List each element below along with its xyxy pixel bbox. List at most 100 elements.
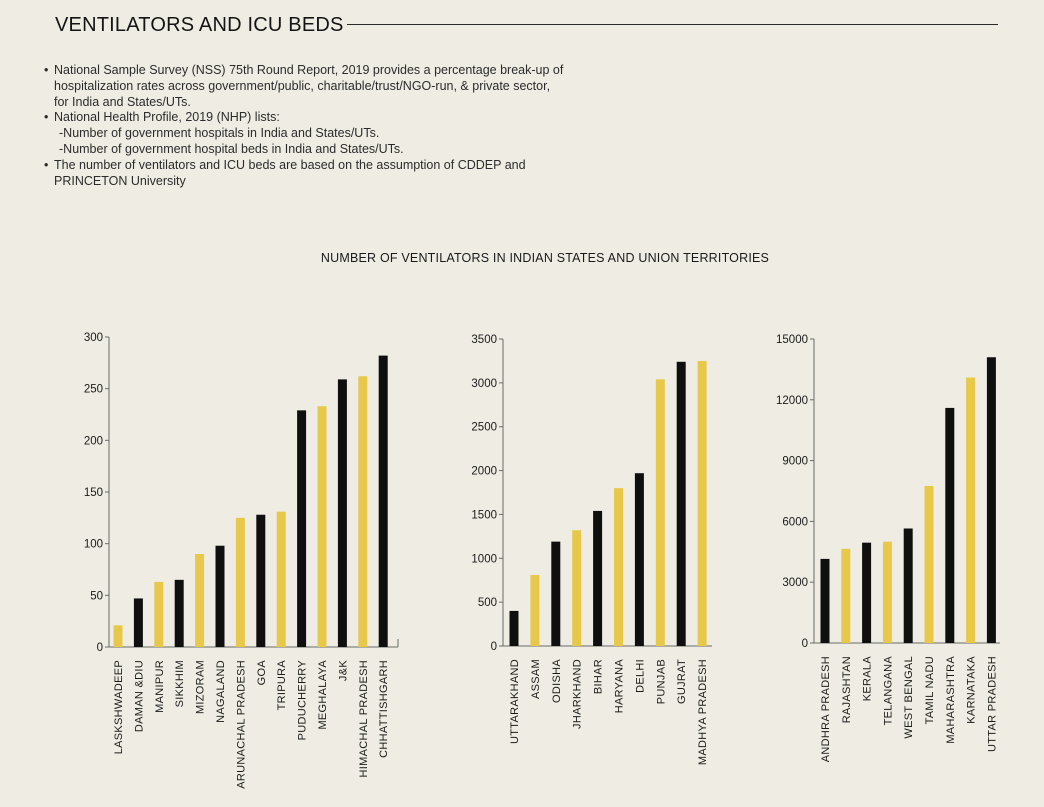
category-label: TAMIL NADU xyxy=(924,656,936,724)
y-tick-label: 3000 xyxy=(782,577,808,589)
bar xyxy=(276,511,286,647)
category-label: PUNJAB xyxy=(655,659,667,704)
bar xyxy=(966,377,976,643)
note-text: National Health Profile, 2019 (NHP) list… xyxy=(54,110,280,125)
category-label: LASKSHWADEEP xyxy=(113,660,125,754)
category-label: KARNATAKA xyxy=(966,656,978,724)
bar xyxy=(154,581,164,647)
category-label: TELANGANA xyxy=(882,656,894,726)
bar xyxy=(317,406,327,647)
y-tick-label: 0 xyxy=(97,642,103,654)
category-label: J&K xyxy=(337,660,349,681)
category-label: ANDHRA PRADESH xyxy=(820,656,832,762)
bar xyxy=(235,517,245,647)
bar xyxy=(841,548,851,643)
category-label: MAHARASHTRA xyxy=(945,656,957,744)
bar xyxy=(113,625,123,647)
note-bullet: • xyxy=(44,63,49,77)
y-tick-label: 3000 xyxy=(471,378,497,390)
note-item: • National Sample Survey (NSS) 75th Round… xyxy=(44,63,564,110)
bar xyxy=(195,554,205,647)
category-label: HIMACHAL PRADESH xyxy=(358,660,370,777)
y-tick-label: 150 xyxy=(84,487,103,499)
bar xyxy=(337,379,347,647)
bar xyxy=(551,541,561,646)
note-item: -Number of government hospitals in India… xyxy=(44,126,564,142)
bar xyxy=(378,355,388,647)
bar xyxy=(903,528,913,643)
y-tick-label: 300 xyxy=(84,332,103,344)
y-tick-label: 0 xyxy=(491,641,497,653)
category-label: NAGALAND xyxy=(215,660,227,723)
category-label: MEGHALAYA xyxy=(317,660,329,730)
note-bullet: • xyxy=(44,110,49,125)
y-tick-label: 0 xyxy=(802,638,808,650)
category-label: MIZORAM xyxy=(195,660,207,714)
bar xyxy=(572,530,582,646)
y-tick-label: 200 xyxy=(84,435,103,447)
category-label: WEST BENGAL xyxy=(903,656,915,739)
bar xyxy=(256,514,266,647)
category-label: ODISHA xyxy=(551,659,563,703)
note-item: -Number of government hospital beds in I… xyxy=(44,142,564,158)
bar xyxy=(614,488,623,646)
bar xyxy=(174,579,184,647)
y-tick-label: 2500 xyxy=(471,422,497,434)
category-label: KERALA xyxy=(862,656,874,702)
category-label: DAMAN &DIU xyxy=(133,660,145,732)
bar xyxy=(655,379,665,646)
bar xyxy=(634,473,644,646)
y-tick-label: 500 xyxy=(478,597,497,609)
y-tick-label: 1500 xyxy=(471,509,497,521)
note-item: • The number of ventilators and ICU beds … xyxy=(44,158,564,190)
category-label: CHHATTISHGARH xyxy=(378,660,390,758)
y-tick-label: 3500 xyxy=(471,334,497,346)
bar xyxy=(820,558,830,643)
y-tick-label: 15000 xyxy=(776,334,808,346)
notes-list: • National Sample Survey (NSS) 75th Round… xyxy=(44,63,564,189)
page-title: VENTILATORS AND ICU BEDS xyxy=(55,14,344,36)
y-tick-label: 50 xyxy=(90,590,103,602)
bar xyxy=(862,542,872,643)
note-text: -Number of government hospitals in India… xyxy=(59,126,380,141)
y-tick-label: 9000 xyxy=(782,456,808,468)
category-label: ASSAM xyxy=(530,659,542,699)
category-label: UTTARAKHAND xyxy=(509,659,521,744)
bar xyxy=(509,610,519,646)
y-tick-label: 2000 xyxy=(471,466,497,478)
category-label: PUDUCHERRY xyxy=(297,660,309,741)
category-label: GOA xyxy=(256,660,268,686)
bar xyxy=(945,407,955,643)
bar xyxy=(530,574,540,646)
category-label: ARUNACHAL PRADESH xyxy=(235,660,247,789)
y-tick-label: 1000 xyxy=(471,553,497,565)
bar xyxy=(986,357,996,643)
category-label: BIHAR xyxy=(593,659,605,694)
bar xyxy=(676,361,686,646)
bar xyxy=(133,598,143,647)
category-label: MADHYA PRADESH xyxy=(697,659,709,765)
bar xyxy=(924,485,934,643)
note-text: National Sample Survey (NSS) 75th Round … xyxy=(54,63,564,109)
note-text: -Number of government hospital beds in I… xyxy=(59,141,404,156)
category-label: HARYANA xyxy=(614,659,626,714)
note-item: • National Health Profile, 2019 (NHP) lis… xyxy=(44,110,564,126)
chart-heading: NUMBER OF VENTILATORS IN INDIAN STATES A… xyxy=(320,251,770,265)
y-tick-label: 6000 xyxy=(782,516,808,528)
category-label: UTTAR PRADESH xyxy=(986,656,998,752)
category-label: TRIPURA xyxy=(276,660,288,711)
y-tick-label: 12000 xyxy=(776,395,808,407)
bar xyxy=(697,360,707,646)
bar xyxy=(215,545,225,647)
title-rule xyxy=(347,24,998,25)
category-label: DELHI xyxy=(634,659,646,693)
bar xyxy=(593,510,603,646)
note-bullet: • xyxy=(44,157,49,172)
category-label: GUJRAT xyxy=(676,659,688,704)
category-label: SIKKHIM xyxy=(174,660,186,707)
bar xyxy=(882,541,892,643)
bar xyxy=(297,410,307,647)
category-label: JHARKHAND xyxy=(572,659,584,729)
category-label: MANIPUR xyxy=(154,660,166,713)
